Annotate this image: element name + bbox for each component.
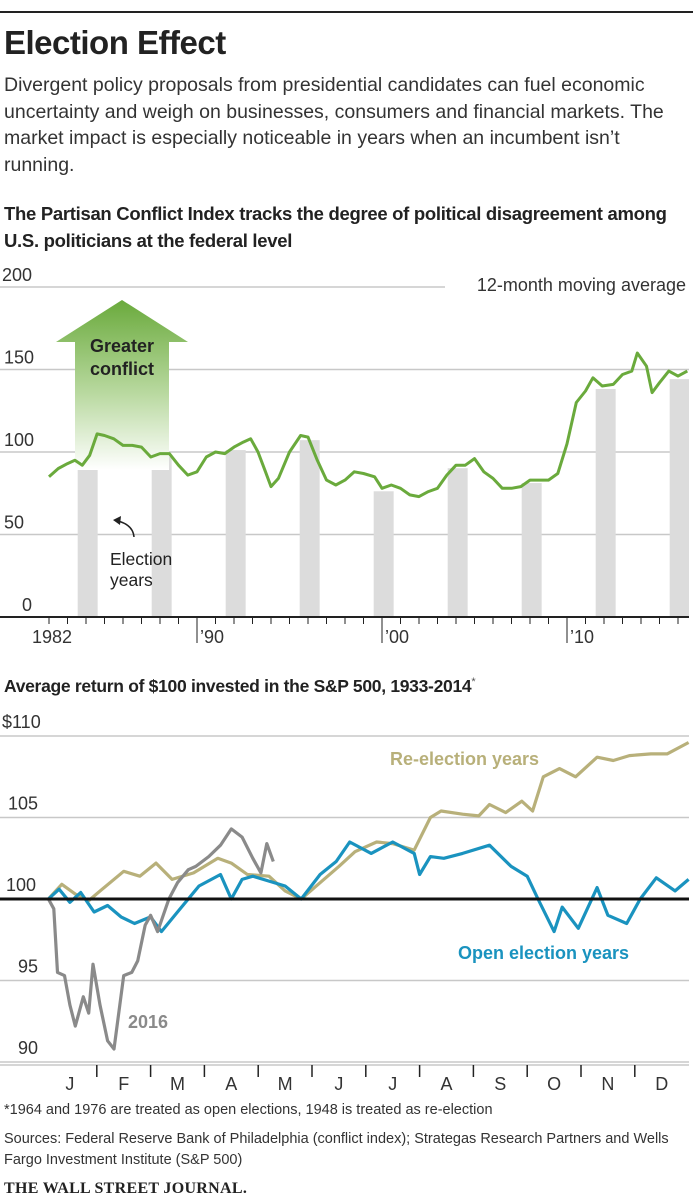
election-year-bar — [373, 491, 394, 617]
year-2016-label: 2016 — [128, 1012, 168, 1032]
page-title: Election Effect — [4, 24, 226, 61]
x-tick-label: ’90 — [200, 627, 224, 647]
y-tick-label: 100 — [4, 430, 34, 450]
election-years-label-1: Election — [110, 549, 172, 569]
y-tick-label: 105 — [8, 794, 38, 814]
election-year-bar — [595, 389, 616, 617]
election-year-bar — [521, 483, 542, 617]
sp500-chart: 90 95 100 105 $110 J F M A M J J A S O N D Re-election ye… — [0, 712, 690, 1094]
chart2-title-text: Average return of $100 invested in the S… — [4, 676, 472, 696]
chart1-title: The Partisan Conflict Index tracks the d… — [4, 203, 667, 251]
arrowhead-icon — [113, 516, 121, 525]
election-year-bar — [151, 456, 172, 617]
reelection-line — [47, 741, 690, 903]
year-2016-line — [46, 827, 275, 1051]
y-tick-label: 50 — [4, 513, 24, 533]
month-label: J — [65, 1074, 74, 1094]
election-year-bar — [669, 379, 689, 617]
month-label: A — [440, 1074, 452, 1094]
top-rule — [0, 11, 693, 13]
month-label: M — [170, 1074, 185, 1094]
open-election-label: Open election years — [458, 943, 629, 963]
conflict-index-line — [48, 351, 689, 499]
conflict-chart: 0 50 100 150 200 12-month moving average Great… — [0, 265, 689, 647]
publisher-logo: THE WALL STREET JOURNAL. — [4, 1180, 248, 1197]
election-year-bar — [299, 440, 320, 617]
y-tick-label: $110 — [2, 712, 41, 732]
election-year-bar — [225, 450, 246, 617]
month-label: S — [494, 1074, 506, 1094]
footnote: *1964 and 1976 are treated as open elect… — [4, 1102, 493, 1118]
month-label: A — [225, 1074, 237, 1094]
month-label: F — [118, 1074, 129, 1094]
chart2-title: Average return of $100 invested in the S… — [4, 676, 476, 697]
month-label: O — [547, 1074, 561, 1094]
y-tick-label: 150 — [4, 348, 34, 368]
y-tick-label: 100 — [6, 875, 36, 895]
month-label: D — [655, 1074, 668, 1094]
moving-average-note: 12-month moving average — [477, 275, 686, 295]
month-label: M — [278, 1074, 293, 1094]
election-year-bar — [447, 468, 468, 617]
y-tick-label: 0 — [22, 595, 32, 615]
sources: Sources: Federal Reserve Bank of Philade… — [4, 1131, 669, 1168]
election-year-bar — [77, 458, 98, 617]
y-tick-label: 90 — [18, 1038, 38, 1058]
y-tick-label: 95 — [18, 957, 38, 977]
y-tick-label: 200 — [2, 265, 32, 285]
dek-text: Divergent policy proposals from presiden… — [4, 74, 664, 176]
x-tick-label: ’10 — [570, 627, 594, 647]
month-label: N — [601, 1074, 614, 1094]
election-years-pointer — [117, 520, 135, 538]
arrow-label-line2: conflict — [90, 359, 154, 379]
month-label: J — [334, 1074, 343, 1094]
month-label: J — [388, 1074, 397, 1094]
election-years-label-2: years — [110, 570, 153, 590]
open-election-line — [47, 840, 690, 934]
x-tick-label: ’00 — [385, 627, 409, 647]
greater-conflict-arrow — [56, 300, 188, 470]
x-tick-label: 1982 — [32, 627, 72, 647]
reelection-label: Re-election years — [390, 749, 539, 769]
arrow-label-line1: Greater — [90, 336, 154, 356]
chart2-title-mark: * — [471, 676, 476, 689]
